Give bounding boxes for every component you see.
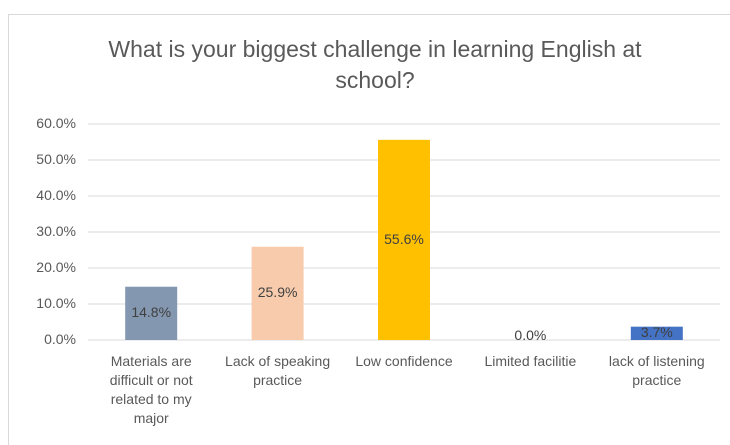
y-tick-label: 0.0% xyxy=(44,331,76,347)
data-label: 14.8% xyxy=(131,304,172,321)
y-tick-label: 40.0% xyxy=(36,187,76,203)
data-label: 0.0% xyxy=(514,327,547,343)
chart-border xyxy=(8,14,730,445)
x-tick-label: Materials are difficult or not related t… xyxy=(109,353,193,426)
x-tick-label: Limited facilitie xyxy=(484,353,577,369)
y-tick-label: 60.0% xyxy=(36,115,76,131)
y-tick-label: 50.0% xyxy=(36,151,76,167)
data-label: 55.6% xyxy=(384,230,424,247)
data-label: 3.7% xyxy=(640,324,673,341)
x-tick-label: Low confidence xyxy=(355,353,453,369)
bar xyxy=(251,246,304,340)
bar xyxy=(378,139,430,340)
bar xyxy=(630,326,683,340)
x-tick-label: Lack of speaking practice xyxy=(225,353,331,388)
y-tick-label: 10.0% xyxy=(36,295,76,311)
x-tick-label: lack of listening practice xyxy=(608,353,705,388)
bar xyxy=(125,286,178,340)
y-tick-label: 20.0% xyxy=(36,259,76,275)
chart-title: What is your biggest challenge in learni… xyxy=(108,36,642,93)
data-label: 25.9% xyxy=(257,284,298,301)
y-tick-label: 30.0% xyxy=(36,223,76,239)
